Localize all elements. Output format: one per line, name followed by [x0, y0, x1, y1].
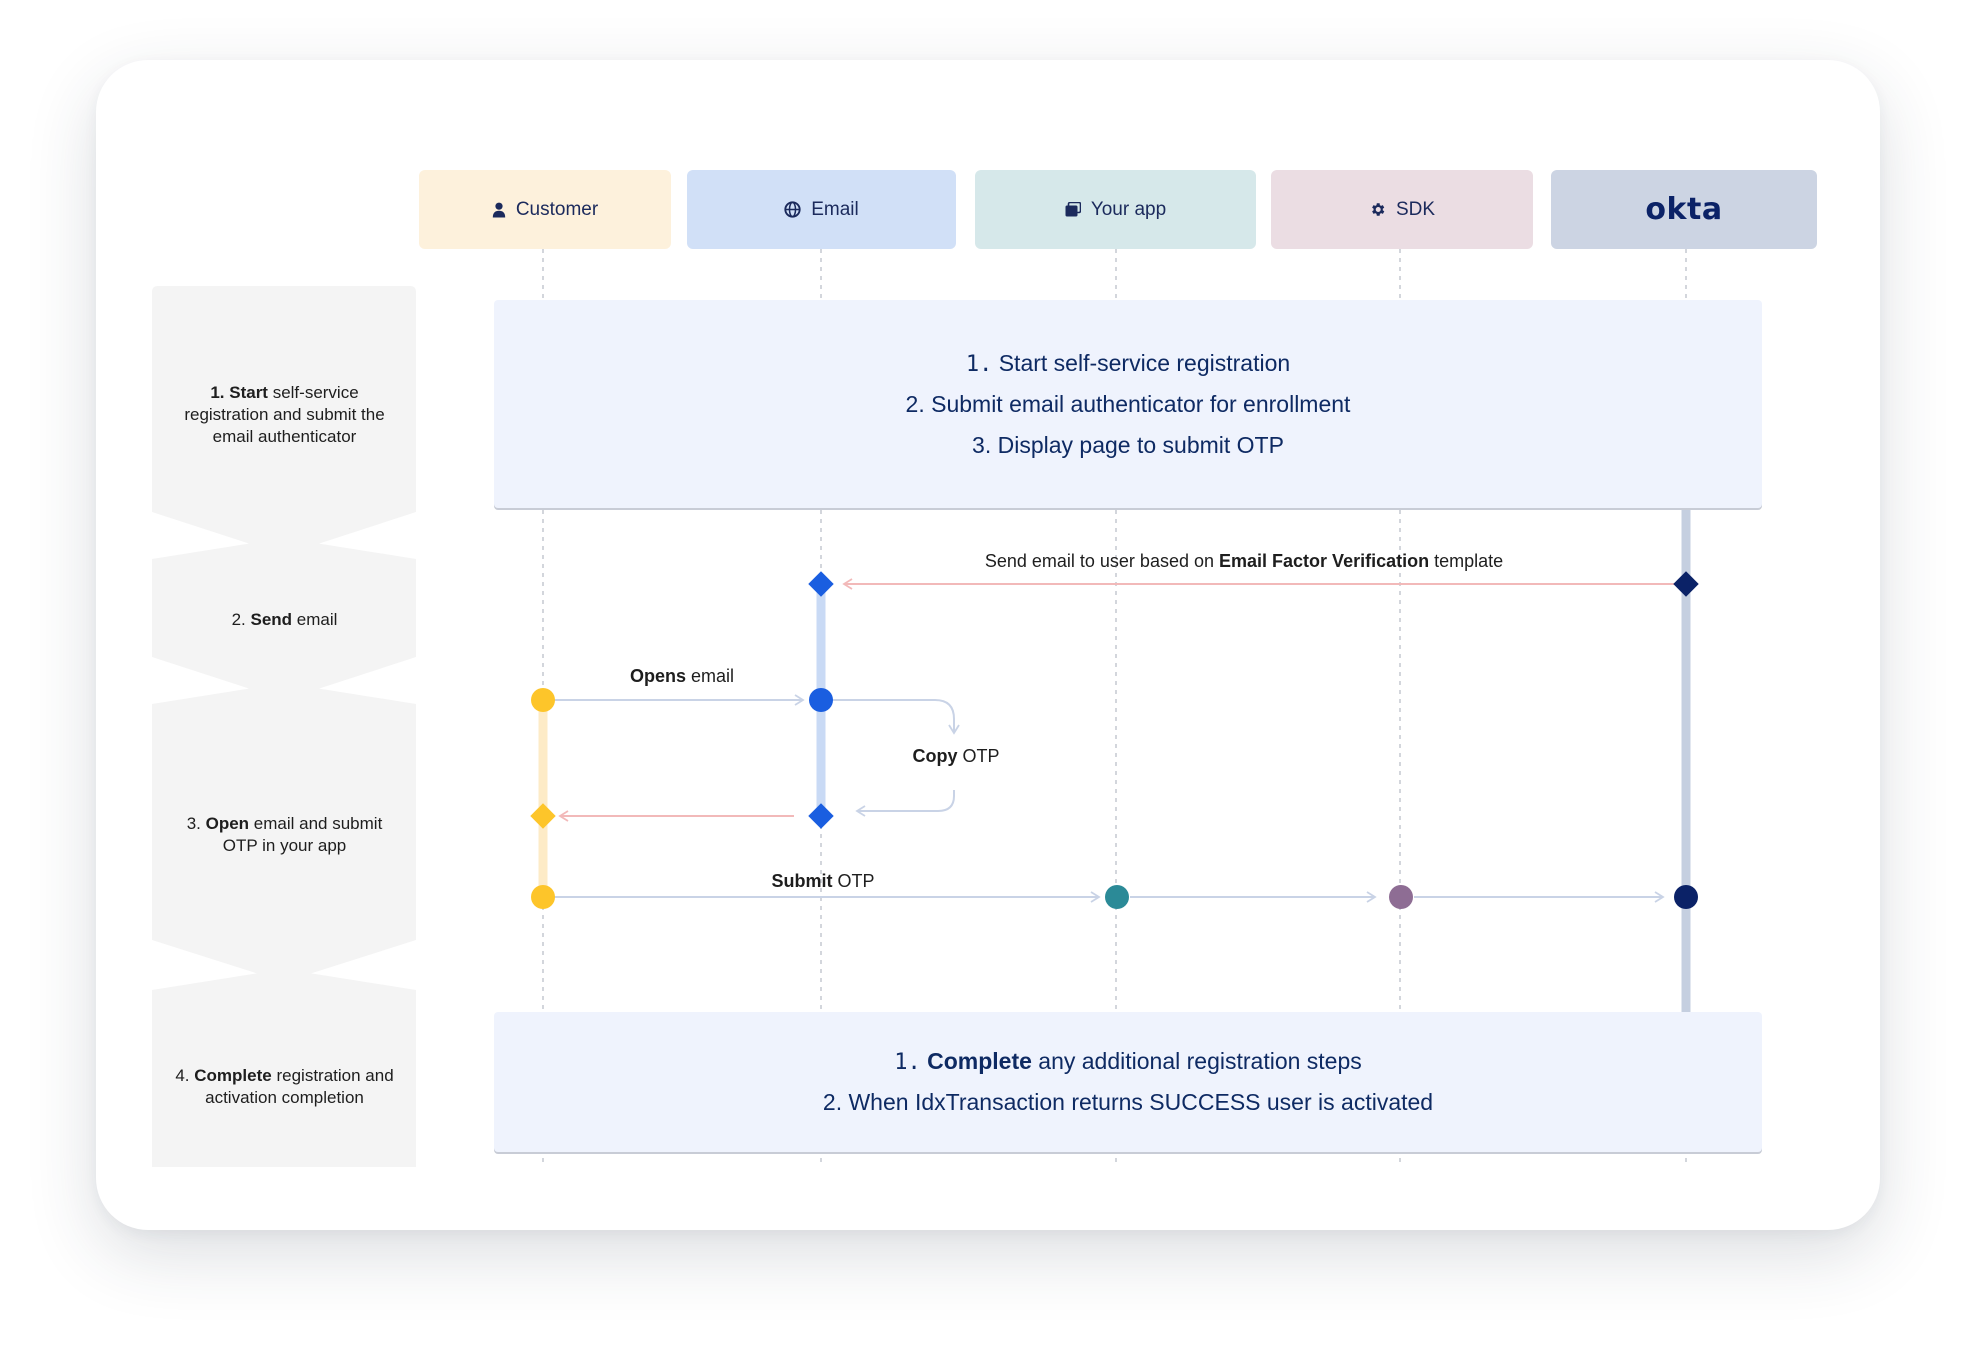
email-open-dot: [809, 688, 833, 712]
arrow-copy-otp-out: [832, 699, 960, 735]
step-label-4: 4. Complete registration and activation …: [175, 1066, 394, 1107]
lane-header-sdk: SDK: [1271, 170, 1533, 249]
globe-icon: [784, 201, 801, 218]
panel-line-2: 2. When IdxTransaction returns SUCCESS u…: [822, 1089, 1434, 1115]
email-receive-diamond: [808, 571, 834, 597]
step-chevron-2: [152, 538, 416, 700]
lane-label: SDK: [1395, 198, 1436, 220]
lane-header-email: Email: [687, 170, 956, 249]
lane-header-customer: Customer: [419, 170, 671, 249]
panel-line-2: 2. Submit email authenticator for enroll…: [905, 390, 1351, 417]
app-submit-dot: [1105, 885, 1129, 909]
lane-label: Customer: [515, 198, 599, 220]
okta-logo: okta: [1645, 192, 1723, 227]
lane-header-your-app: Your app: [975, 170, 1256, 249]
lane-label: Email: [811, 198, 859, 220]
step-chevron-4: [152, 969, 416, 1167]
panel-start-registration: 1. Start self-service registration 2. Su…: [494, 300, 1762, 508]
step-label-2: 2. Send email: [231, 610, 338, 629]
message-copy-otp: Copy OTP: [912, 746, 1000, 766]
message-submit-otp: Submit OTP: [771, 871, 875, 891]
sdk-submit-dot: [1389, 885, 1413, 909]
step-label-3: 3. Open email and submit OTP in your app: [186, 814, 383, 855]
step-label-1: 1. Start self-service registration and s…: [184, 383, 385, 446]
message-opens-email: Opens email: [629, 666, 735, 686]
customer-open-dot: [531, 688, 555, 712]
panel-line-3: 3. Display page to submit OTP: [972, 431, 1284, 458]
panel-line-1: 1. Complete any additional registration …: [894, 1048, 1362, 1075]
person-icon: [492, 202, 506, 218]
step-chevron-1: [152, 286, 416, 555]
panel-complete-registration: 1. Complete any additional registration …: [494, 1012, 1762, 1152]
gear-icon: [1369, 201, 1386, 218]
lane-label: Your app: [1090, 198, 1167, 220]
panel-line-1: 1. Start self-service registration: [965, 349, 1291, 377]
step-chevron-3: [152, 683, 416, 982]
email-otp-diamond: [808, 803, 834, 829]
okta-submit-dot: [1674, 885, 1698, 909]
customer-otp-diamond: [530, 803, 556, 829]
customer-submit-dot: [531, 885, 555, 909]
okta-send-diamond: [1673, 571, 1699, 597]
arrow-copy-otp-back: [855, 790, 955, 817]
app-icon: [1065, 202, 1081, 217]
lane-header-okta: okta: [1551, 170, 1817, 249]
message-send-email: Send email to user based on Email Factor…: [984, 551, 1504, 571]
